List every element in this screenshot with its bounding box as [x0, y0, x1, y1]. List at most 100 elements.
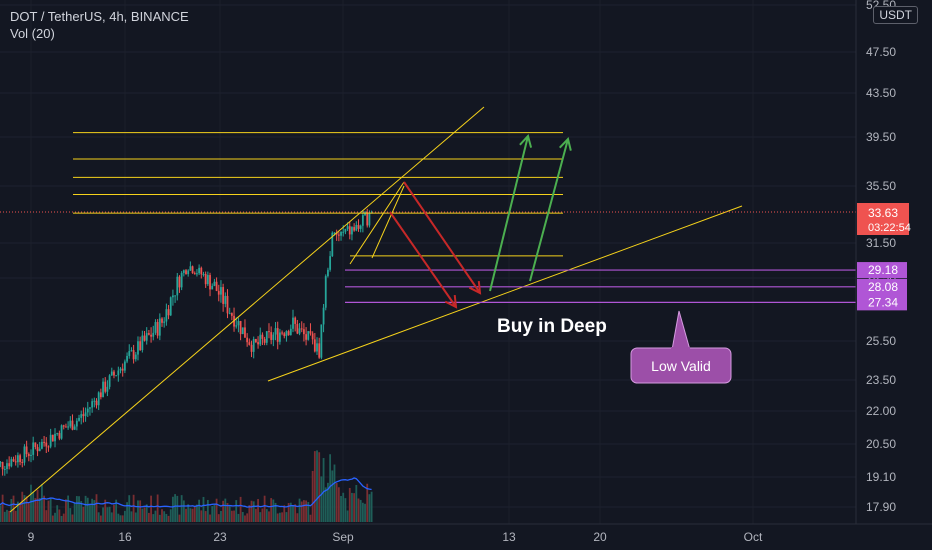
- volume-bar: [99, 515, 102, 522]
- volume-bar: [309, 514, 312, 522]
- volume-bar: [82, 506, 85, 522]
- candle-body: [250, 344, 253, 352]
- time-tick-label: 20: [593, 530, 607, 544]
- currency-badge[interactable]: USDT: [873, 6, 918, 24]
- volume-bar: [65, 499, 67, 522]
- candle-body: [0, 462, 2, 464]
- candle-body: [156, 322, 159, 336]
- candle-body: [366, 212, 369, 226]
- volume-bar: [123, 510, 126, 522]
- price-tick-label: 20.50: [866, 437, 896, 451]
- candle-body: [78, 417, 80, 421]
- candle-body: [209, 275, 211, 290]
- symbol-title[interactable]: DOT / TetherUS, 4h, BINANCE: [10, 9, 189, 24]
- candle-body: [86, 408, 89, 413]
- candle-body: [163, 321, 166, 323]
- time-axis[interactable]: 9 16 23 Sep 13 20 Oct: [0, 523, 932, 544]
- candle-body: [368, 212, 371, 226]
- volume-bar: [217, 514, 220, 522]
- price-tick-label: 39.50: [866, 130, 896, 144]
- candle-body: [357, 224, 360, 229]
- candle-body: [261, 334, 264, 339]
- candle-body: [204, 274, 207, 285]
- volume-bar: [357, 498, 360, 522]
- volume-bar: [102, 507, 104, 522]
- candle-body: [215, 281, 218, 291]
- candle-body: [128, 351, 131, 356]
- volume-bar: [119, 515, 122, 522]
- candle-body: [80, 414, 83, 418]
- candle-body: [189, 266, 192, 271]
- volume-bar: [209, 514, 211, 522]
- volume-indicator-label[interactable]: Vol (20): [10, 26, 55, 41]
- volume-bar: [130, 511, 133, 522]
- time-tick-label: 23: [213, 530, 227, 544]
- price-tick-label: 23.50: [866, 373, 896, 387]
- candle-body: [71, 420, 74, 430]
- volume-bar: [3, 511, 6, 522]
- volume-bar: [25, 496, 28, 522]
- candle-body: [47, 446, 50, 448]
- price-tick-label: 19.10: [866, 470, 896, 484]
- volume-bar: [41, 484, 43, 522]
- candle-body: [198, 267, 201, 274]
- volume-bar: [23, 495, 26, 522]
- arrow-shaft: [403, 181, 481, 294]
- candle-body: [139, 341, 142, 351]
- candle-body: [329, 256, 332, 270]
- candle-body: [340, 231, 342, 236]
- candle-body: [244, 327, 246, 338]
- arrow-head: [558, 136, 572, 151]
- volume-bar: [257, 499, 259, 522]
- candle-body: [324, 276, 327, 308]
- buy-in-deep-annotation: Buy in Deep: [497, 316, 607, 337]
- candle-body: [355, 224, 358, 231]
- candle-body: [213, 281, 216, 286]
- volume-bar: [132, 494, 135, 522]
- candle-body: [228, 313, 231, 315]
- candle-body: [346, 226, 349, 229]
- grid: [0, 4, 856, 508]
- down-arrow: [403, 181, 482, 295]
- candle-body: [224, 295, 227, 304]
- candle-body: [248, 342, 251, 345]
- volume-bar: [305, 500, 307, 522]
- candle-body: [25, 446, 28, 455]
- support-trendline: [267, 205, 743, 382]
- time-tick-label: Sep: [332, 530, 354, 544]
- candle-body: [23, 446, 26, 463]
- candle-body: [56, 433, 59, 435]
- volume-bar: [239, 496, 242, 522]
- candle-body: [309, 331, 312, 334]
- candle-body: [73, 426, 76, 430]
- volume-bar: [320, 476, 323, 522]
- candle-body: [143, 335, 146, 341]
- price-tick-label: 47.50: [866, 45, 896, 59]
- volume-bar: [274, 502, 277, 522]
- up-arrow: [489, 133, 533, 292]
- candle-body: [226, 295, 229, 314]
- volume-bar: [62, 513, 65, 522]
- volume-bar: [298, 498, 301, 522]
- volume-bar: [353, 493, 356, 522]
- volume-bars: [0, 450, 373, 522]
- price-axis[interactable]: 52.5047.5043.5039.5035.5031.5028.5025.50…: [855, 0, 911, 524]
- volume-bar: [185, 508, 187, 522]
- volume-bar: [139, 500, 142, 522]
- volume-bar: [152, 514, 155, 522]
- price-tick-label: 25.50: [866, 334, 896, 348]
- candle-body: [257, 342, 259, 345]
- candle-body: [361, 215, 364, 226]
- volume-bar: [60, 515, 63, 522]
- candle-body: [30, 454, 32, 456]
- candle-body: [200, 267, 203, 275]
- volume-bar: [67, 495, 70, 522]
- volume-ma-line: [0, 477, 372, 508]
- candle-body: [12, 459, 15, 462]
- volume-bar: [263, 495, 266, 522]
- drawings: Buy in Deep Low Valid: [0, 106, 856, 513]
- volume-bar: [36, 489, 39, 522]
- volume-bar: [91, 498, 94, 522]
- volume-bar: [180, 495, 183, 522]
